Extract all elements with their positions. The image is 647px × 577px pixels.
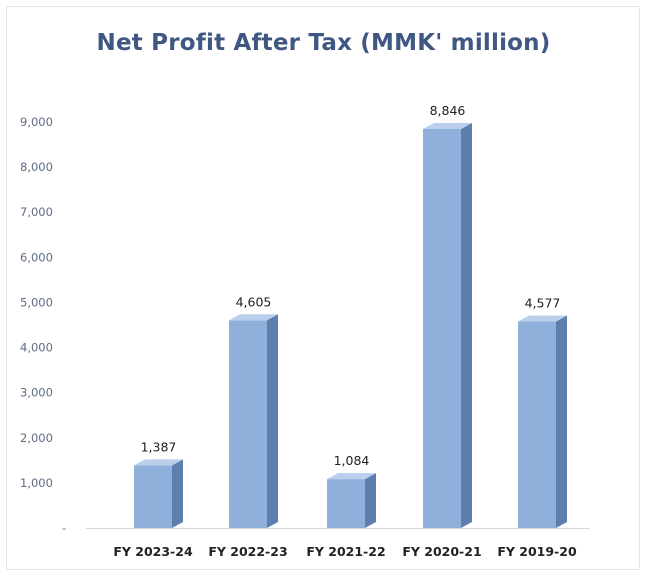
bar: [518, 315, 567, 528]
bar-side-face: [365, 473, 376, 528]
bar-data-label: 4,577: [525, 296, 561, 311]
x-category-label: FY 2021-22: [306, 544, 385, 559]
bar-side-face: [267, 314, 278, 528]
x-category-label: FY 2023-24: [113, 544, 193, 559]
bar: [423, 122, 472, 528]
y-tick-label: 3,000: [20, 386, 53, 400]
bar-front-face: [518, 321, 556, 528]
y-tick-label: 7,000: [20, 205, 53, 219]
x-category-label: FY 2020-21: [402, 544, 481, 559]
bar-top-face: [134, 459, 183, 466]
bar-data-label: 4,605: [236, 294, 272, 309]
bar-top-face: [229, 314, 278, 321]
bar-top-face: [327, 473, 376, 480]
x-category-label: FY 2022-23: [208, 544, 287, 559]
bar: [134, 459, 183, 528]
bar-side-face: [172, 459, 183, 528]
bar-front-face: [229, 320, 267, 528]
bar-data-label: 8,846: [430, 103, 466, 118]
x-category-label: FY 2019-20: [497, 544, 577, 559]
bars: 1,387 4,605 1,084 8,846 4,577: [134, 103, 567, 528]
y-tick-label: 9,000: [20, 115, 53, 129]
bar-front-face: [423, 128, 461, 528]
bar-front-face: [327, 479, 365, 528]
bar-data-label: 1,084: [334, 453, 370, 468]
y-tick-label: 8,000: [20, 160, 53, 174]
y-tick-label: 6,000: [20, 250, 53, 264]
bar-top-face: [518, 315, 567, 322]
bar-data-label: 1,387: [141, 439, 177, 454]
y-tick-label: 1,000: [20, 476, 53, 490]
bar-top-face: [423, 122, 472, 129]
y-tick-label: 5,000: [20, 295, 53, 309]
y-tick-label: 4,000: [20, 341, 53, 355]
bar-side-face: [556, 315, 567, 528]
bar-front-face: [134, 465, 172, 528]
bar: [229, 314, 278, 528]
bar: [327, 473, 376, 528]
y-axis: - 1,000 2,000 3,000 4,000 5,000 6,000 7,000 8,00…: [20, 115, 590, 535]
y-tick-label: -: [62, 521, 66, 535]
y-tick-label: 2,000: [20, 431, 53, 445]
chart-title: Net Profit After Tax (MMK' million): [96, 30, 551, 56]
bar-side-face: [461, 122, 472, 528]
x-axis: FY 2023-24 FY 2022-23 FY 2021-22 FY 2020-21…: [113, 544, 577, 559]
